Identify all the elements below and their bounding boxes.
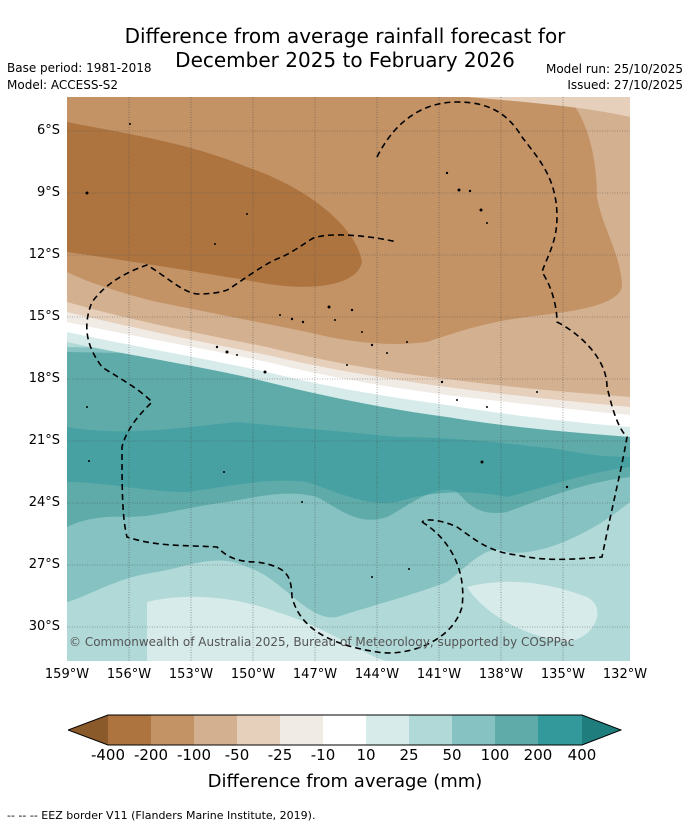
map-title-line1: Difference from average rainfall forecas… [124, 24, 566, 48]
lon-label-156w: 156°W [106, 667, 152, 682]
model-run: Model run: 25/10/2025 [545, 62, 683, 76]
lat-label-18s: 18°S [28, 371, 60, 386]
colorbar-label: 10 [356, 746, 376, 764]
lon-label-153w: 153°W [168, 667, 214, 682]
colorbar-title: Difference from average (mm) [207, 771, 483, 792]
colorbar-swatch [538, 715, 582, 745]
colorbar-label: -400 [90, 746, 126, 764]
rainfall-map: © Commonwealth of Australia 2025, Bureau… [67, 97, 630, 661]
colorbar-arrow-low [68, 715, 108, 745]
eez-footnote: -- -- -- EEZ border V11 (Flanders Marine… [7, 809, 316, 822]
colorbar-label: -25 [267, 746, 293, 764]
lat-label-12s: 12°S [28, 247, 60, 262]
lat-label-27s: 27°S [28, 557, 60, 572]
colorbar-label: 25 [399, 746, 419, 764]
contour-10-25-south [147, 596, 387, 661]
colorbar-label: -50 [224, 746, 250, 764]
lat-label-6s: 6°S [36, 123, 60, 138]
graticule [67, 97, 630, 661]
colorbar-label: -100 [176, 746, 212, 764]
model-name: Model: ACCESS-S2 [7, 78, 119, 92]
islands [85, 123, 569, 578]
contour-200-400 [67, 422, 630, 503]
lat-label-24s: 24°S [28, 495, 60, 510]
lon-label-159w: 159°W [44, 667, 90, 682]
colorbar-swatch [323, 715, 366, 745]
colorbar-label: 200 [523, 746, 553, 764]
colorbar-swatch [194, 715, 237, 745]
lat-label-9s: 9°S [36, 185, 60, 200]
colorbar-swatch [237, 715, 280, 745]
contour-minus-25-50-ne [467, 97, 630, 117]
colorbar-label: -200 [133, 746, 169, 764]
lat-label-21s: 21°S [28, 433, 60, 448]
colorbar-swatch [280, 715, 323, 745]
lat-label-30s: 30°S [28, 619, 60, 634]
colorbar-swatch [151, 715, 194, 745]
issued-date: Issued: 27/10/2025 [567, 78, 683, 92]
eez-border-east [376, 101, 628, 561]
colorbar-swatch [495, 715, 538, 745]
lon-label-138w: 138°W [478, 667, 524, 682]
colorbar [68, 714, 622, 746]
lon-label-141w: 141°W [416, 667, 462, 682]
colorbar-swatch [366, 715, 409, 745]
lon-label-144w: 144°W [354, 667, 400, 682]
base-period: Base period: 1981-2018 [7, 61, 152, 75]
colorbar-label: 50 [442, 746, 462, 764]
colorbar-label: 400 [567, 746, 597, 764]
lon-label-135w: 135°W [540, 667, 586, 682]
colorbar-swatch [409, 715, 452, 745]
map-copyright: © Commonwealth of Australia 2025, Bureau… [69, 635, 574, 649]
colorbar-label: 100 [480, 746, 510, 764]
lat-label-15s: 15°S [28, 309, 60, 324]
map-title-line2: December 2025 to February 2026 [175, 48, 515, 72]
lon-label-150w: 150°W [230, 667, 276, 682]
colorbar-label: -10 [310, 746, 336, 764]
colorbar-arrow-high [582, 715, 621, 745]
lon-label-132w: 132°W [602, 667, 648, 682]
eez-border-west [86, 234, 464, 654]
colorbar-swatch [108, 715, 151, 745]
colorbar-swatch [452, 715, 495, 745]
lon-label-147w: 147°W [292, 667, 338, 682]
contour-minus-200-400 [67, 122, 362, 287]
